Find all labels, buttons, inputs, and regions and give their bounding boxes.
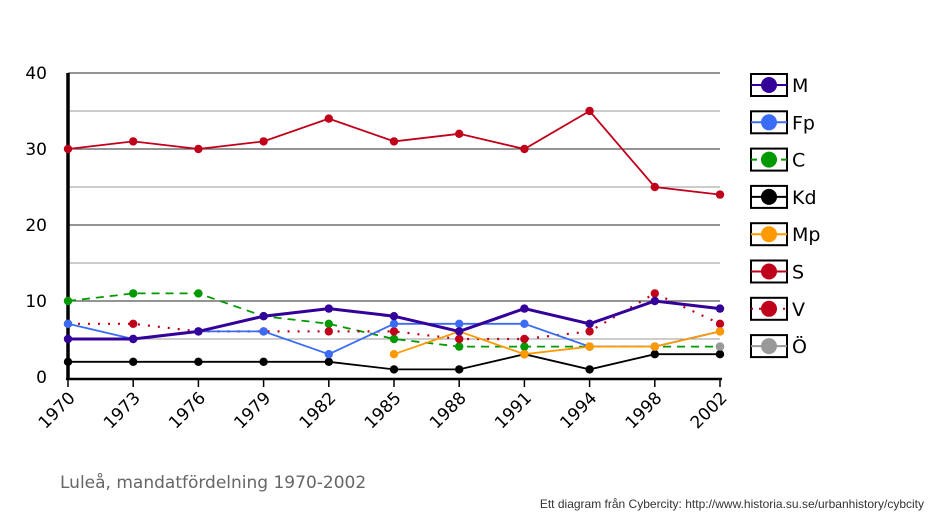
legend-marker bbox=[761, 263, 777, 280]
x-tick-label: 1998 bbox=[622, 388, 667, 433]
legend-label: V bbox=[792, 299, 805, 321]
x-tick-label: 2002 bbox=[687, 388, 732, 433]
legend-marker bbox=[761, 151, 777, 168]
legend-label: C bbox=[792, 150, 805, 172]
data-point-S bbox=[129, 137, 138, 146]
data-point-C bbox=[194, 289, 203, 298]
data-point-M bbox=[715, 304, 725, 313]
data-point-Kd bbox=[63, 357, 73, 366]
data-point-Fp bbox=[324, 350, 333, 359]
x-tick-label: 1985 bbox=[361, 388, 406, 433]
data-point-C bbox=[455, 342, 464, 351]
y-tick-label: 40 bbox=[25, 64, 47, 84]
data-point-Ö bbox=[715, 342, 725, 351]
legend-marker bbox=[761, 300, 777, 317]
legend-marker bbox=[761, 114, 777, 131]
data-point-V bbox=[520, 334, 529, 344]
data-point-Kd bbox=[455, 365, 464, 374]
x-tick-label: 1982 bbox=[296, 388, 341, 433]
legend-label: Ö bbox=[792, 335, 807, 358]
y-tick-label: 20 bbox=[25, 216, 47, 236]
data-point-S bbox=[63, 144, 73, 154]
data-point-S bbox=[324, 114, 333, 123]
data-point-Mp bbox=[715, 327, 725, 336]
data-point-V bbox=[389, 327, 399, 336]
data-point-C bbox=[389, 334, 399, 344]
data-point-Kd bbox=[389, 365, 399, 374]
data-point-M bbox=[63, 334, 73, 344]
x-tick-label: 1994 bbox=[556, 388, 601, 433]
data-point-Kd bbox=[585, 365, 594, 374]
data-point-M bbox=[389, 312, 399, 321]
data-point-Kd bbox=[650, 350, 659, 359]
data-point-M bbox=[324, 304, 333, 313]
x-tick-label: 1973 bbox=[100, 388, 145, 433]
data-point-V bbox=[455, 334, 464, 344]
data-point-Kd bbox=[259, 357, 268, 366]
data-point-M bbox=[194, 327, 203, 336]
data-point-V bbox=[129, 319, 138, 328]
data-point-Fp bbox=[63, 319, 73, 328]
data-point-Kd bbox=[194, 357, 203, 366]
data-point-Fp bbox=[455, 319, 464, 328]
data-point-C bbox=[129, 289, 138, 298]
data-point-C bbox=[520, 342, 529, 351]
data-point-S bbox=[389, 137, 399, 146]
data-point-V bbox=[324, 327, 333, 336]
legend-marker bbox=[761, 188, 777, 205]
data-point-M bbox=[650, 296, 659, 306]
data-point-Kd bbox=[129, 357, 138, 366]
legend-marker bbox=[761, 338, 777, 355]
legend-label: M bbox=[792, 75, 808, 97]
x-tick-label: 1979 bbox=[230, 388, 275, 433]
data-point-M bbox=[129, 334, 138, 344]
data-point-Mp bbox=[585, 342, 594, 351]
y-tick-label: 30 bbox=[25, 140, 47, 160]
data-point-S bbox=[650, 182, 659, 192]
legend-label: Mp bbox=[792, 224, 820, 246]
legend-label: Fp bbox=[792, 112, 815, 134]
data-point-M bbox=[585, 319, 594, 328]
legend-marker bbox=[761, 226, 777, 243]
x-tick-label: 1976 bbox=[165, 388, 210, 433]
legend-marker bbox=[761, 77, 777, 93]
chart-credit: Ett diagram från Cybercity: http://www.h… bbox=[539, 497, 924, 511]
legend-label: S bbox=[792, 262, 804, 284]
data-point-V bbox=[650, 289, 659, 298]
data-point-M bbox=[455, 327, 464, 336]
data-point-Fp bbox=[259, 327, 268, 336]
data-point-Mp bbox=[389, 350, 399, 359]
data-point-S bbox=[715, 190, 725, 199]
data-point-V bbox=[715, 319, 725, 328]
series-line-S bbox=[67, 109, 721, 196]
x-tick-label: 1970 bbox=[35, 388, 80, 433]
data-point-C bbox=[324, 319, 333, 328]
data-point-M bbox=[520, 304, 529, 313]
legend-label: Kd bbox=[792, 187, 817, 209]
y-tick-label: 10 bbox=[25, 292, 47, 312]
data-point-Mp bbox=[520, 350, 529, 359]
data-point-Kd bbox=[715, 350, 725, 359]
data-point-S bbox=[455, 129, 464, 138]
series-line-Mp bbox=[393, 330, 721, 356]
x-tick-label: 1991 bbox=[491, 388, 536, 433]
chart-title: Luleå, mandatfördelning 1970-2002 bbox=[60, 473, 367, 493]
data-point-S bbox=[520, 144, 529, 154]
data-point-Fp bbox=[389, 319, 399, 328]
data-point-Kd bbox=[324, 357, 333, 366]
data-point-V bbox=[585, 327, 594, 336]
data-point-M bbox=[259, 312, 268, 321]
data-point-S bbox=[259, 137, 268, 146]
data-point-Fp bbox=[520, 319, 529, 328]
data-point-C bbox=[63, 296, 73, 306]
x-tick-label: 1988 bbox=[426, 388, 471, 433]
data-point-S bbox=[585, 106, 594, 116]
data-point-S bbox=[194, 144, 203, 154]
y-tick-label: 0 bbox=[36, 368, 47, 388]
data-point-Mp bbox=[650, 342, 659, 351]
